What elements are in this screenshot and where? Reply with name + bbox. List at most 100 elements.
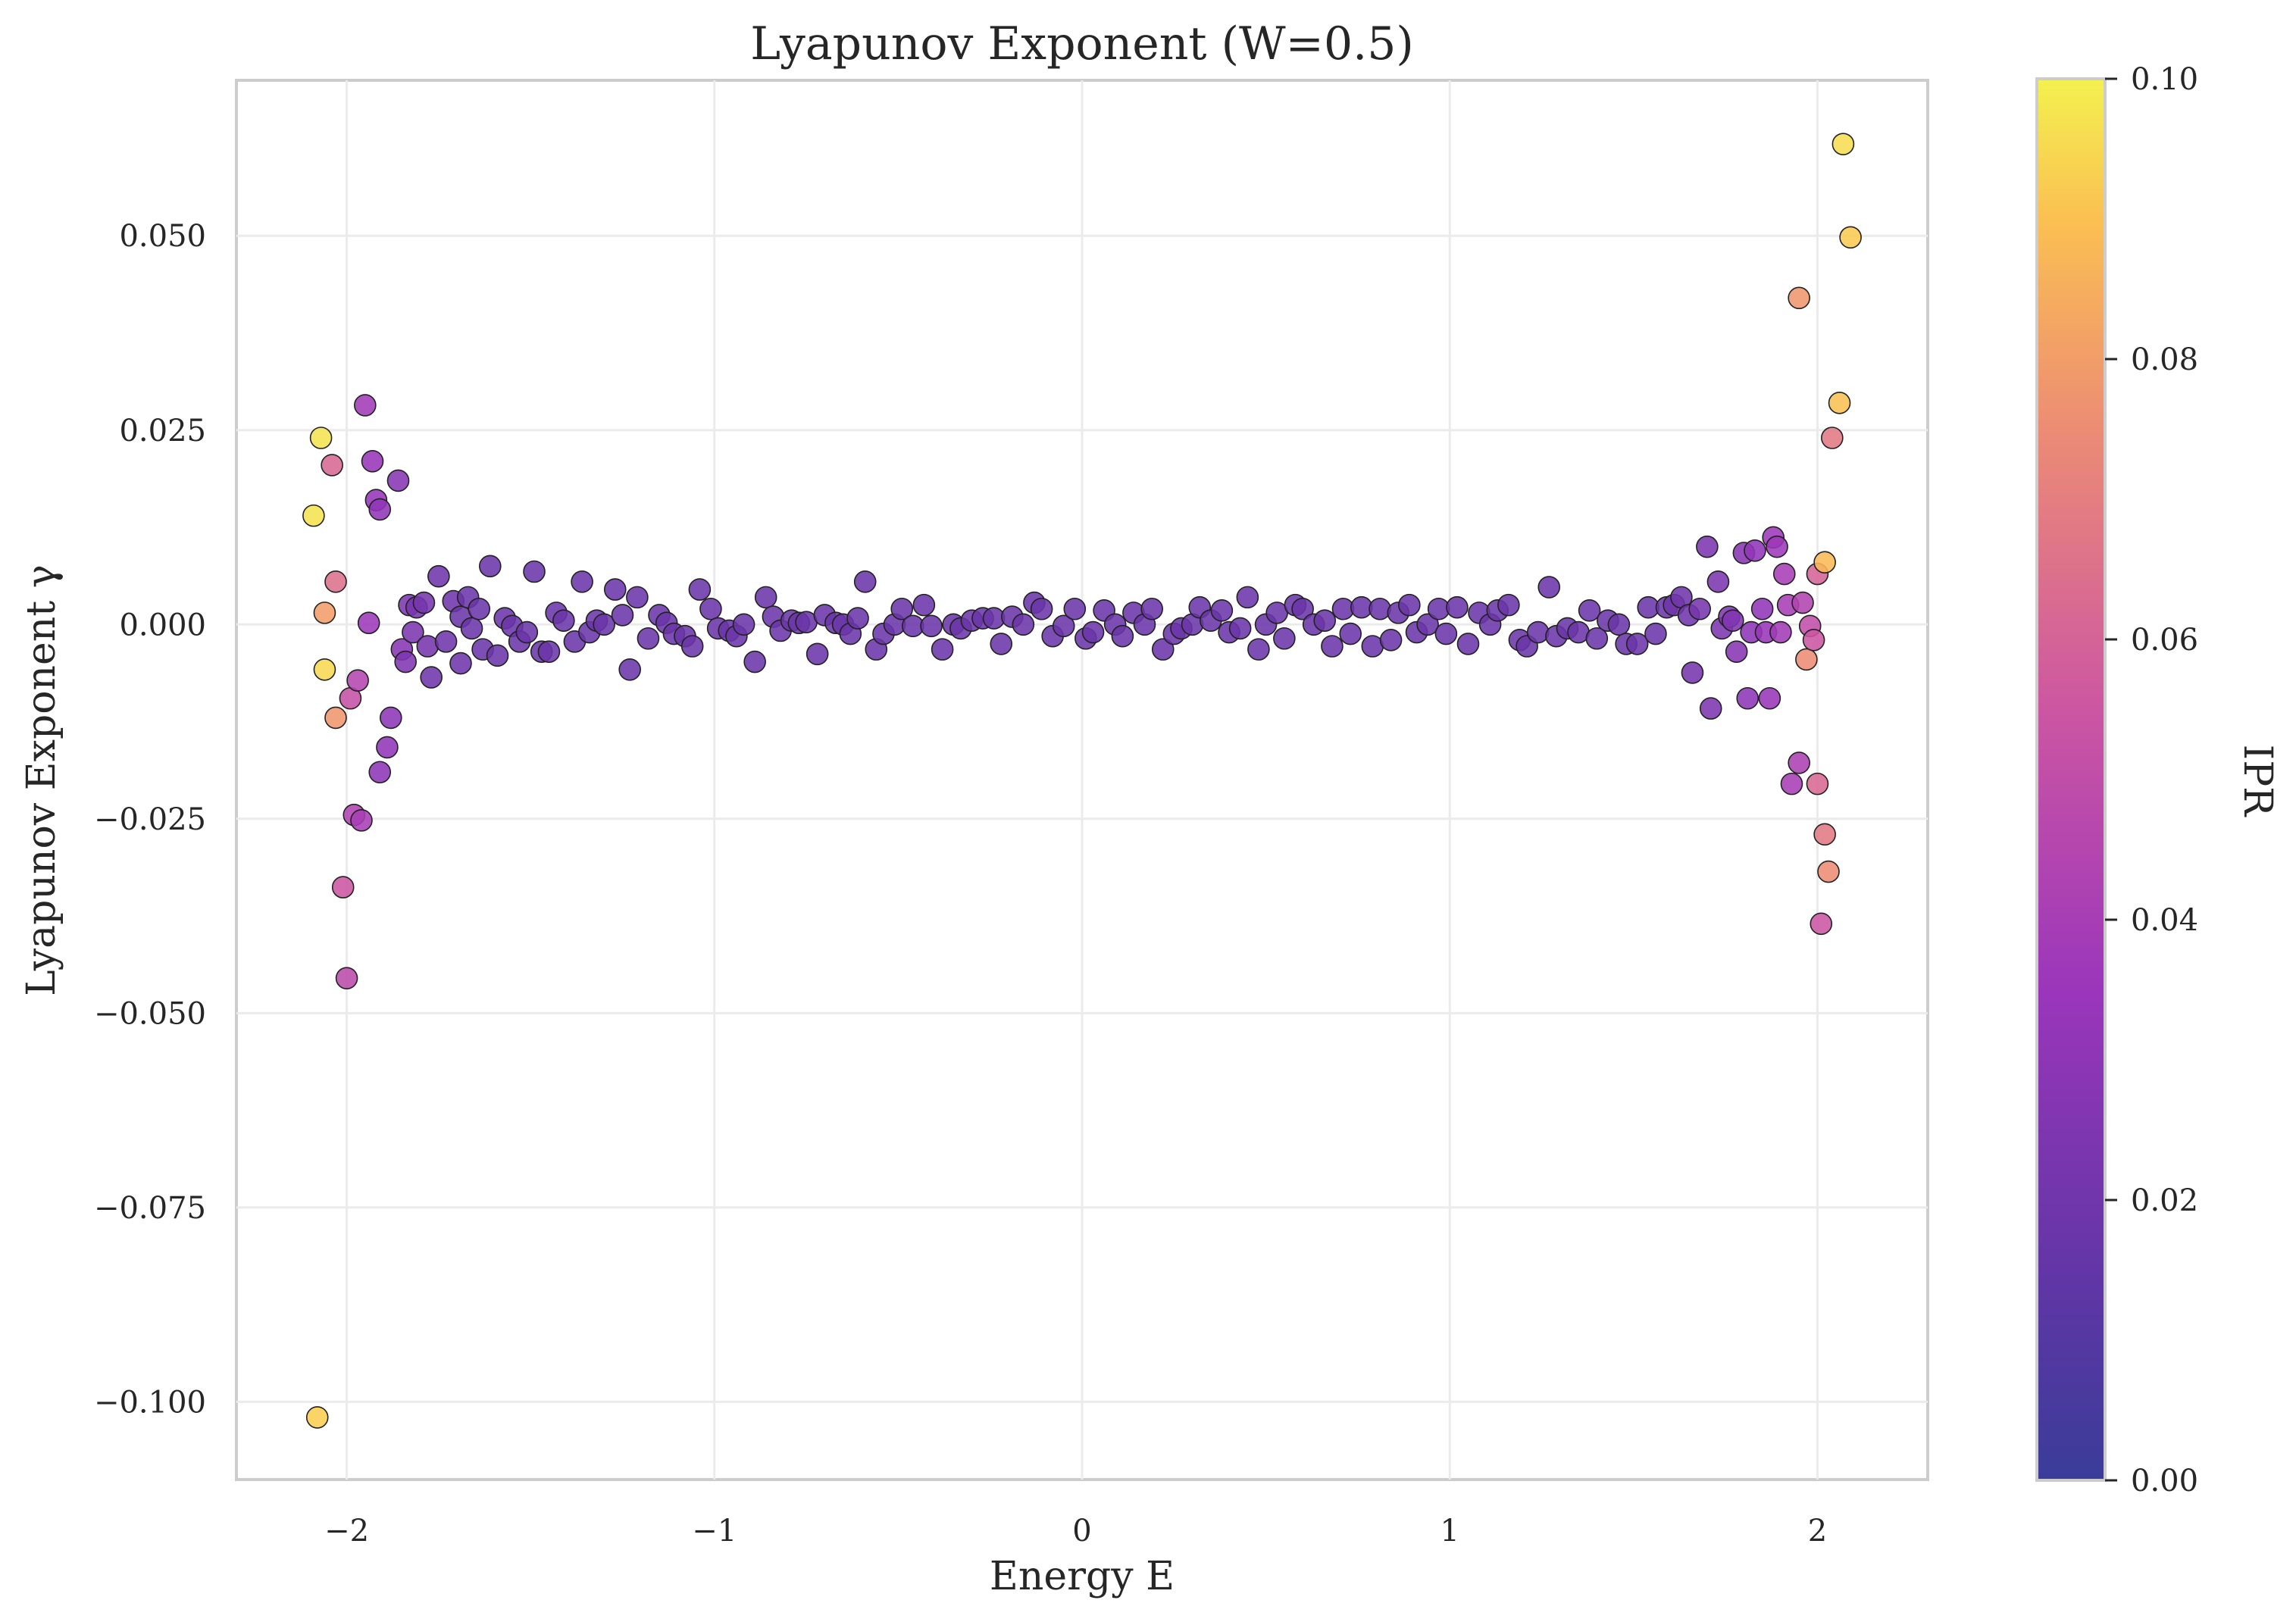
colorbar-tick-label: 0.08 bbox=[2131, 342, 2198, 377]
scatter-point bbox=[990, 633, 1013, 655]
scatter-point bbox=[523, 560, 546, 583]
x-tick-label: 1 bbox=[1440, 1514, 1459, 1549]
scatter-point bbox=[637, 627, 660, 650]
x-tick-label: 2 bbox=[1808, 1514, 1827, 1549]
colorbar-tick-label: 0.00 bbox=[2131, 1464, 2198, 1499]
scatter-point bbox=[1313, 609, 1337, 632]
scatter-point bbox=[354, 394, 377, 417]
scatter-point bbox=[1607, 613, 1631, 636]
scatter-point bbox=[618, 658, 641, 681]
scatter-point bbox=[853, 570, 877, 593]
scatter-point bbox=[1788, 286, 1810, 310]
scatter-point bbox=[1821, 427, 1844, 449]
scatter-point bbox=[552, 609, 575, 632]
scatter-point bbox=[313, 658, 336, 681]
scatter-point bbox=[434, 630, 458, 653]
colorbar bbox=[2035, 77, 2107, 1482]
scatter-point bbox=[1456, 633, 1480, 655]
scatter-point bbox=[1688, 597, 1711, 620]
scatter-point bbox=[1828, 392, 1851, 414]
y-tick-labels: −0.100 −0.075 −0.050 −0.025 0.000 0.025 0.050 bbox=[94, 219, 206, 1420]
scatter-point bbox=[732, 613, 755, 636]
scatter-point bbox=[386, 469, 410, 492]
scatter-point bbox=[1236, 586, 1259, 609]
scatter-point bbox=[1706, 570, 1730, 593]
scatter-point bbox=[1766, 535, 1788, 558]
colorbar-tick-label: 0.06 bbox=[2131, 623, 2198, 658]
scatter-point bbox=[1813, 551, 1836, 573]
scatter-point bbox=[1012, 613, 1035, 636]
colorbar-label: IPR bbox=[2235, 745, 2280, 818]
scatter-point bbox=[846, 607, 869, 630]
scatter-point bbox=[1780, 772, 1803, 795]
scatter-point bbox=[331, 876, 355, 899]
scatter-point bbox=[302, 504, 325, 527]
scatter-point bbox=[1446, 595, 1469, 619]
scatter-point bbox=[368, 498, 392, 521]
scatter-point bbox=[335, 967, 358, 989]
x-tick-label: −2 bbox=[324, 1514, 369, 1549]
chart-title: Lyapunov Exponent (W=0.5) bbox=[750, 17, 1414, 70]
y-tick-label: −0.025 bbox=[94, 802, 206, 837]
scatter-point bbox=[1578, 599, 1601, 622]
scatter-point bbox=[468, 597, 491, 620]
x-tick-labels: −2 −1 0 1 2 bbox=[324, 1514, 1827, 1549]
scatter-point bbox=[1321, 635, 1344, 658]
scatter-point bbox=[324, 706, 347, 730]
scatter-point bbox=[1644, 622, 1667, 645]
scatter-point bbox=[1813, 823, 1836, 846]
y-tick-label: −0.100 bbox=[94, 1385, 206, 1420]
scatter-point bbox=[420, 666, 443, 689]
scatter-point bbox=[402, 620, 424, 644]
scatter-point bbox=[1140, 597, 1163, 620]
y-tick-label: 0.050 bbox=[119, 219, 206, 254]
scatter-point bbox=[1537, 576, 1561, 598]
scatter-point bbox=[1722, 609, 1744, 632]
scatter-point bbox=[1772, 562, 1796, 586]
scatter-point bbox=[537, 640, 561, 663]
scatter-point bbox=[313, 602, 336, 624]
scatter-point bbox=[920, 614, 943, 638]
scatter-point bbox=[1434, 622, 1458, 645]
scatter-point bbox=[1379, 628, 1403, 652]
colorbar-tick-label: 0.10 bbox=[2131, 62, 2198, 97]
scatter-point bbox=[321, 454, 343, 477]
scatter-point bbox=[449, 652, 472, 675]
scatter-point bbox=[1052, 614, 1075, 638]
scatter-point bbox=[1791, 591, 1814, 614]
scatter-point bbox=[1585, 627, 1609, 650]
scatter-point bbox=[1750, 597, 1774, 620]
colorbar-ticks: 0.00 0.02 0.04 0.06 0.08 0.10 bbox=[2105, 62, 2198, 1499]
scatter-point bbox=[912, 593, 936, 617]
scatter-point bbox=[478, 555, 502, 578]
scatter-points bbox=[302, 133, 1862, 1429]
scatter-point bbox=[1526, 620, 1550, 644]
scatter-point bbox=[1151, 638, 1175, 661]
scatter-point bbox=[1769, 620, 1792, 644]
scatter-point bbox=[743, 650, 766, 673]
scatter-point bbox=[368, 761, 392, 784]
scatter-point bbox=[1081, 620, 1105, 644]
scatter-point bbox=[486, 644, 509, 667]
scatter-point bbox=[357, 611, 380, 635]
scatter-point bbox=[805, 642, 829, 666]
scatter-point bbox=[754, 586, 777, 609]
scatter-point bbox=[346, 669, 369, 692]
scatter-point bbox=[379, 706, 402, 730]
scatter-point bbox=[1625, 633, 1649, 655]
scatter-point bbox=[324, 570, 347, 593]
y-tick-label: −0.050 bbox=[94, 996, 206, 1031]
scatter-point bbox=[680, 635, 704, 658]
scatter-point bbox=[1725, 640, 1748, 663]
scatter-point bbox=[1030, 597, 1053, 620]
y-tick-label: 0.000 bbox=[119, 608, 206, 642]
scatter-point bbox=[1398, 593, 1421, 617]
scatter-point bbox=[1795, 648, 1818, 671]
scatter-point bbox=[427, 564, 450, 588]
scatter-point bbox=[1497, 593, 1520, 617]
scatter-point bbox=[1831, 133, 1855, 155]
y-axis-label: Lyapunov Exponent γ bbox=[19, 564, 64, 996]
scatter-point bbox=[1736, 686, 1760, 710]
scatter-point bbox=[699, 597, 722, 620]
